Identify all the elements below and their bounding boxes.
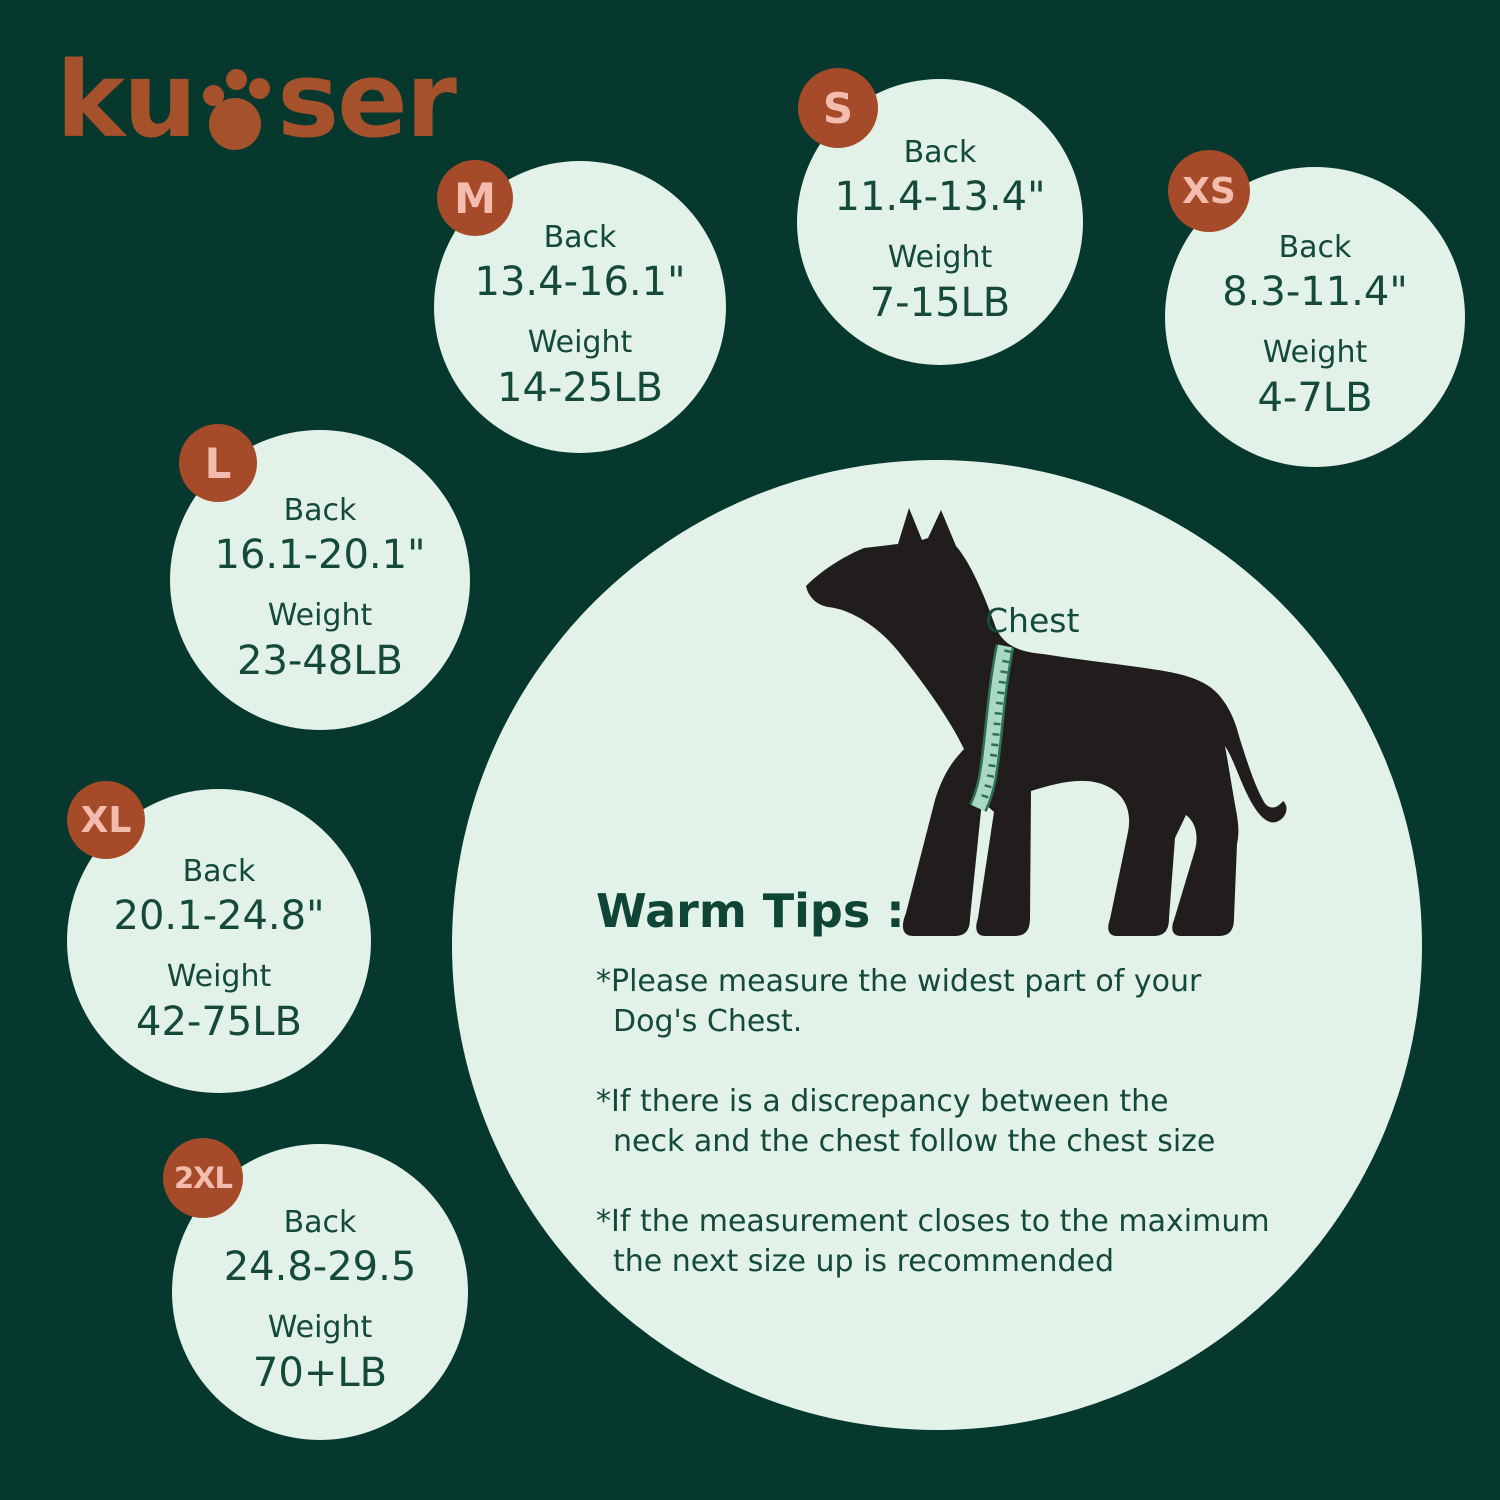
warm-tip-2: *If there is a discrepancy between the n…	[596, 1084, 1216, 1159]
size-circle-s: Back 11.4-13.4" Weight 7-15LB	[797, 79, 1083, 365]
logo-text-suffix: ser	[277, 39, 457, 161]
size-badge-xs: XS	[1168, 150, 1250, 232]
dog-silhouette	[806, 508, 1287, 936]
back-label: Back	[1278, 229, 1352, 265]
warm-tips-title: Warm Tips :	[596, 884, 905, 938]
weight-label: Weight	[267, 598, 373, 633]
warm-tip-1: *Please measure the widest part of your …	[596, 964, 1202, 1039]
weight-value: 42-75LB	[136, 998, 302, 1045]
warm-tip-3: *If the measurement closes to the maximu…	[596, 1204, 1270, 1279]
back-label: Back	[283, 492, 357, 528]
size-badge-2xl: 2XL	[163, 1138, 243, 1218]
weight-value: 14-25LB	[497, 364, 663, 411]
size-circle-m: Back 13.4-16.1" Weight 14-25LB	[434, 161, 726, 453]
size-badge-l: L	[179, 424, 257, 502]
weight-value: 70+LB	[252, 1349, 388, 1396]
size-badge-s: S	[798, 68, 878, 148]
back-value: 24.8-29.5	[223, 1244, 417, 1290]
back-label: Back	[283, 1204, 357, 1240]
weight-label: Weight	[1262, 335, 1368, 370]
back-value: 16.1-20.1"	[214, 532, 426, 578]
back-value: 11.4-13.4"	[834, 174, 1046, 220]
size-badge-m: M	[437, 160, 513, 236]
back-value: 8.3-11.4"	[1222, 269, 1408, 315]
chest-label: Chest	[985, 601, 1080, 640]
weight-value: 4-7LB	[1257, 374, 1373, 421]
logo-text-prefix: ku	[56, 39, 197, 161]
weight-label: Weight	[166, 959, 272, 994]
back-label: Back	[182, 853, 256, 889]
weight-label: Weight	[267, 1310, 373, 1345]
weight-label: Weight	[527, 325, 633, 360]
back-label: Back	[903, 134, 977, 170]
back-value: 13.4-16.1"	[474, 259, 686, 305]
size-badge-xl: XL	[67, 781, 145, 859]
warm-tips-list: *Please measure the widest part of your …	[596, 962, 1326, 1322]
brand-logo: ku ser	[56, 39, 457, 161]
weight-label: Weight	[887, 240, 993, 275]
weight-value: 7-15LB	[869, 279, 1011, 326]
paw-icon	[202, 68, 271, 150]
weight-value: 23-48LB	[237, 637, 403, 684]
measuring-tape-icon	[969, 644, 1015, 812]
back-label: Back	[543, 219, 617, 255]
back-value: 20.1-24.8"	[113, 893, 325, 939]
